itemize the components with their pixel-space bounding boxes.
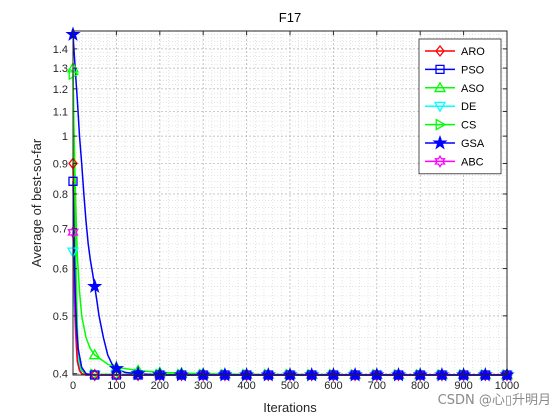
legend-marker-abc: [434, 154, 446, 168]
minor-grid: [73, 31, 507, 375]
legend-label-pso: PSO: [461, 64, 485, 76]
x-tick-label: 800: [411, 380, 429, 392]
y-tick-label: 0.5: [53, 311, 68, 323]
series-marker-gsa: [390, 367, 407, 382]
x-axis: 0 100 200 300 400 500 600 700 800 900 1000: [70, 31, 519, 392]
y-tick-label: 1.4: [53, 44, 68, 56]
legend-marker-pso: [435, 64, 445, 75]
series-marker-gsa: [304, 367, 320, 382]
legend-label-aro: ARO: [461, 46, 485, 58]
series-marker-aro: [89, 368, 100, 382]
series-marker-gsa: [434, 367, 450, 382]
series-marker-cs: [68, 68, 80, 81]
legend: ARO PSO ASO DE CS GSA ABC: [418, 38, 502, 175]
chart-title: F17: [279, 10, 301, 25]
legend-marker-cs: [435, 118, 447, 131]
series-marker-gsa: [173, 367, 190, 382]
series-marker-pso: [90, 370, 100, 380]
x-tick-label: 200: [151, 380, 169, 392]
x-tick-label: 1000: [495, 380, 519, 392]
x-tick-label: 0: [70, 380, 76, 392]
x-tick-label: 700: [368, 380, 386, 392]
y-tick-label: 0.6: [53, 264, 68, 276]
y-tick-label: 0.7: [53, 224, 68, 236]
x-tick-label: 900: [454, 380, 472, 392]
y-tick-label: 1.3: [53, 63, 68, 75]
legend-marker-gsa: [432, 135, 448, 150]
x-tick-label: 600: [324, 380, 342, 392]
series-line-cs: [72, 74, 508, 376]
y-axis-label: Average of best-so-far: [29, 138, 44, 267]
series-marker-pso: [68, 176, 78, 186]
y-tick-label: 1.2: [53, 84, 68, 96]
series-marker-gsa: [87, 278, 103, 293]
y-tick-label: 0.8: [53, 189, 68, 201]
y-tick-label: 0.4: [53, 369, 68, 381]
y-tick-label: 1: [62, 131, 68, 143]
legend-marker-aso: [433, 81, 447, 93]
series-marker-gsa: [130, 365, 146, 381]
x-tick-label: 400: [237, 380, 255, 392]
x-axis-label: Iterations: [263, 400, 317, 415]
legend-label-de: DE: [461, 101, 476, 113]
series-marker-gsa: [108, 360, 124, 376]
series-marker-aso: [88, 348, 101, 360]
legend-label-abc: ABC: [461, 156, 484, 168]
legend-marker-aro: [435, 44, 445, 58]
series-marker-gsa: [347, 367, 363, 382]
legend-label-cs: CS: [461, 120, 476, 132]
series-marker-gsa: [217, 367, 233, 382]
legend-marker-de: [433, 101, 447, 113]
x-tick-label: 500: [281, 380, 299, 392]
legend-label-gsa: GSA: [461, 138, 485, 150]
y-tick-label: 1.1: [53, 106, 68, 118]
series-marker-gsa: [477, 367, 493, 382]
x-tick-label: 300: [194, 380, 212, 392]
x-tick-label: 100: [107, 380, 125, 392]
watermark: CSDN @心▯升明月: [438, 393, 551, 408]
y-tick-label: 0.9: [53, 158, 68, 170]
legend-label-aso: ASO: [461, 83, 485, 95]
series-marker-gsa: [260, 367, 276, 382]
y-axis: 0.4 0.5 0.6 0.7 0.8 0.9 1 1.1 1.2 1.3 1.4: [53, 44, 507, 381]
